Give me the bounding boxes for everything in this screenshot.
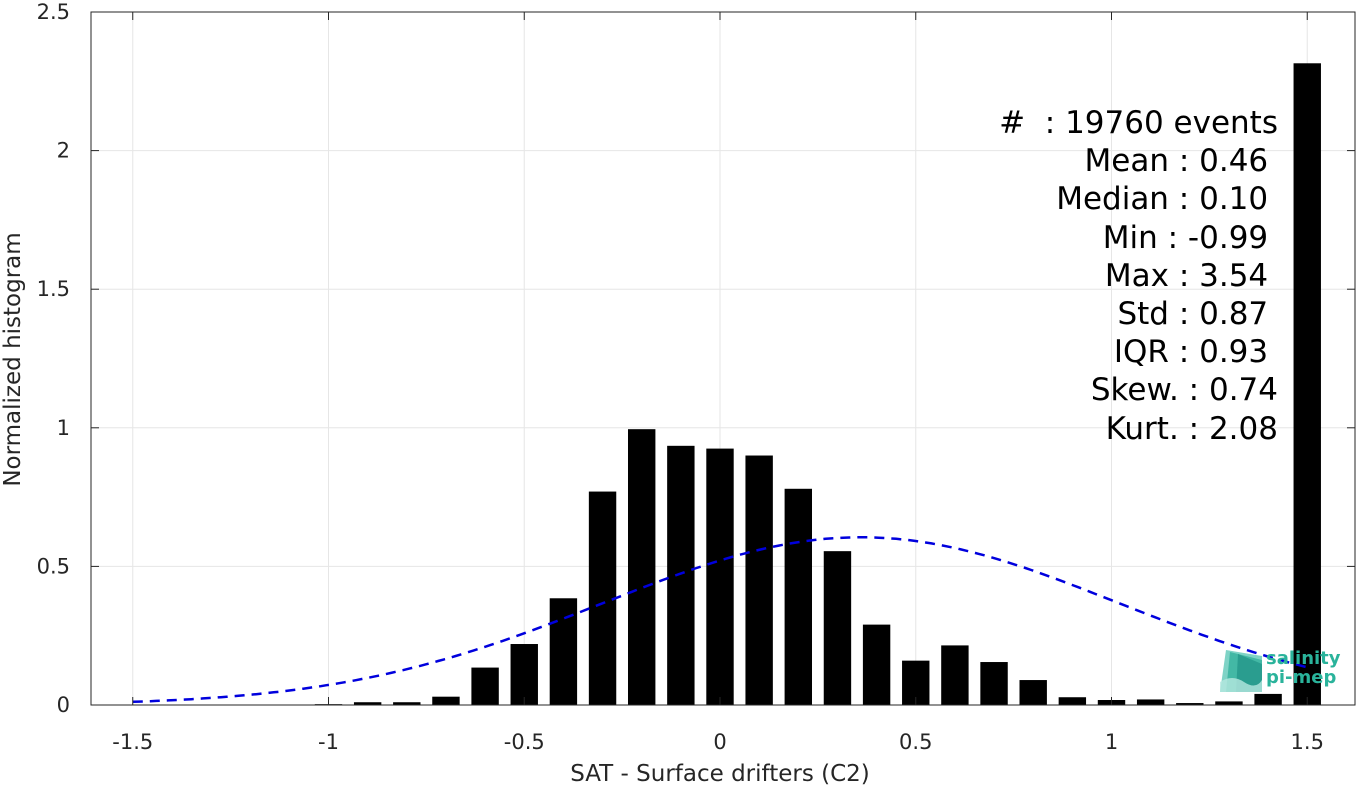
fit-curve	[132, 536, 1308, 704]
histogram-bar	[667, 445, 695, 705]
histogram-bar	[862, 624, 891, 705]
x-tick-label: 0.5	[899, 730, 932, 754]
salinity-pi-mep-logo: salinity pi-mep	[1216, 648, 1346, 694]
y-tick-label: 2	[57, 139, 70, 163]
histogram-bar	[823, 551, 852, 705]
stat-line: Min : -0.99	[1102, 219, 1278, 256]
stat-line: Std : 0.87	[1117, 296, 1278, 333]
logo-icon	[1220, 650, 1262, 692]
histogram-bar	[1293, 63, 1321, 706]
histogram-bar	[471, 667, 499, 705]
stat-line: Skew. : 0.74	[1090, 372, 1278, 409]
stat-line: Median : 0.10	[1056, 181, 1278, 218]
histogram-bar	[510, 644, 538, 705]
histogram-bar	[980, 662, 1008, 705]
histogram-bar	[1019, 680, 1047, 705]
logo-text: salinity pi-mep	[1266, 649, 1341, 687]
histogram-bar	[588, 491, 617, 705]
y-tick-label: 0	[57, 693, 70, 717]
histogram-bar	[393, 702, 421, 705]
x-tick-label: 1	[1105, 730, 1118, 754]
x-tick-label: -1.5	[112, 730, 153, 754]
x-tick-label: 0	[713, 730, 726, 754]
x-axis-ticks: -1.5 -1 -0.5 0 0.5 1 1.5	[112, 12, 1324, 754]
logo-line2: pi-mep	[1266, 667, 1337, 688]
x-tick-label: 1.5	[1291, 730, 1324, 754]
histogram-bar	[941, 645, 969, 705]
stat-line: Kurt. : 2.08	[1105, 410, 1278, 447]
y-tick-label: 2.5	[37, 0, 70, 24]
histogram-bar	[1176, 703, 1204, 705]
histogram-bar	[1215, 701, 1243, 705]
y-tick-label: 1.5	[37, 277, 70, 301]
histogram-bar	[784, 488, 813, 705]
histogram-bar	[353, 702, 382, 705]
stat-line: IQR : 0.93	[1113, 334, 1278, 371]
y-axis-ticks: 0 0.5 1 1.5 2 2.5	[37, 0, 1355, 717]
histogram-bar	[432, 696, 460, 705]
y-tick-label: 0.5	[37, 554, 70, 578]
x-tick-label: -0.5	[504, 730, 545, 754]
stat-line: # : 19760 events	[999, 105, 1278, 141]
histogram-bar	[1254, 693, 1282, 705]
histogram-bar	[627, 429, 656, 705]
histogram-bar	[1058, 697, 1087, 705]
statistics-box: # : 19760 events Mean : 0.46 Median : 0.1…	[900, 104, 1278, 448]
x-tick-label: -1	[318, 730, 339, 754]
y-axis-label: Normalized histogram	[0, 232, 26, 486]
histogram-bars	[314, 63, 1321, 706]
x-axis-label: SAT - Surface drifters (C2)	[570, 761, 870, 785]
stat-line: Mean : 0.46	[1084, 143, 1278, 180]
stat-line: Max : 3.54	[1104, 257, 1278, 294]
histogram-bar	[745, 455, 773, 705]
histogram-bar	[1136, 699, 1165, 705]
axes-box	[90, 11, 1356, 706]
logo-line1: salinity	[1266, 648, 1341, 669]
histogram-bar	[706, 448, 734, 705]
y-tick-label: 1	[57, 416, 70, 440]
